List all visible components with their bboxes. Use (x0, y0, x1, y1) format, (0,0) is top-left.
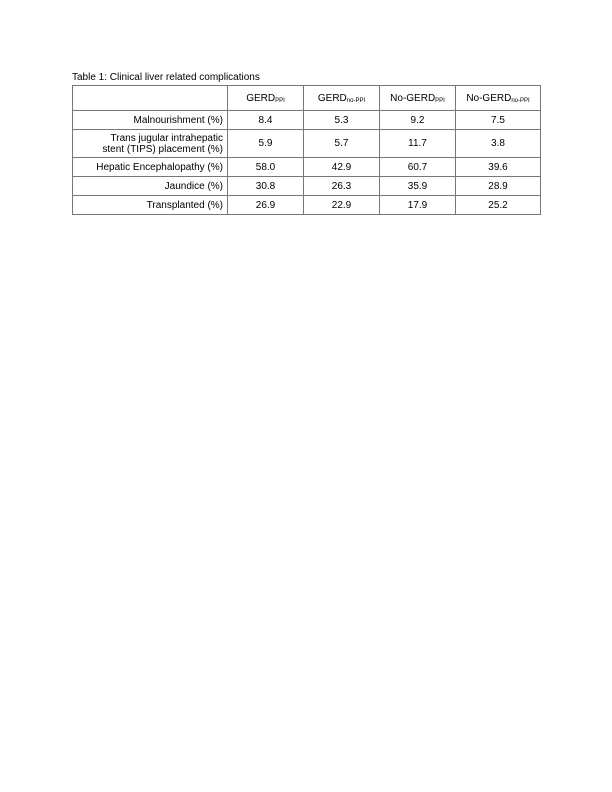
table-cell: 26.9 (227, 195, 304, 215)
col-header: No-GERDno-PPI (455, 85, 541, 111)
table-cell: 42.9 (303, 157, 380, 177)
table-row: Transplanted (%) 26.9 22.9 17.9 25.2 (72, 195, 541, 215)
col-header-sub: no-PPI (511, 97, 530, 104)
table-cell: 39.6 (455, 157, 541, 177)
table-row: Hepatic Encephalopathy (%) 58.0 42.9 60.7 39… (72, 157, 541, 177)
table-cell: 26.3 (303, 176, 380, 196)
header-empty-cell (72, 85, 228, 111)
row-label: Transplanted (%) (72, 195, 228, 215)
table-cell: 7.5 (455, 110, 541, 130)
col-header-base: GERD (317, 92, 347, 104)
table-cell: 17.9 (379, 195, 456, 215)
row-label-line: Malnourishment (%) (133, 114, 223, 126)
table-cell: 5.3 (303, 110, 380, 130)
table-cell: 5.9 (227, 129, 304, 158)
table-cell: 30.8 (227, 176, 304, 196)
row-label-line: Hepatic Encephalopathy (%) (96, 161, 223, 173)
col-header-base: GERD (246, 92, 276, 104)
col-header-base: No-GERD (390, 92, 436, 104)
row-label-line: stent (TIPS) placement (%) (102, 143, 223, 155)
table-cell: 11.7 (379, 129, 456, 158)
row-label: Hepatic Encephalopathy (%) (72, 157, 228, 177)
table-cell: 58.0 (227, 157, 304, 177)
table-cell: 9.2 (379, 110, 456, 130)
col-header-sub: PPI (275, 97, 285, 104)
col-header: GERDno-PPI (303, 85, 380, 111)
table-caption: Table 1: Clinical liver related complica… (72, 72, 260, 83)
table-cell: 5.7 (303, 129, 380, 158)
complications-table: GERDPPI GERDno-PPI No-GERDPPI No-GERDno-… (72, 85, 541, 215)
row-label: Jaundice (%) (72, 176, 228, 196)
row-label: Trans jugular intrahepatic stent (TIPS) p… (72, 129, 228, 158)
row-label-line: Jaundice (%) (164, 180, 223, 192)
table-cell: 35.9 (379, 176, 456, 196)
table-row: Trans jugular intrahepatic stent (TIPS) p… (72, 129, 541, 158)
col-header: GERDPPI (227, 85, 304, 111)
table-cell: 8.4 (227, 110, 304, 130)
col-header-sub: PPI (435, 97, 445, 104)
table-cell: 28.9 (455, 176, 541, 196)
table-cell: 22.9 (303, 195, 380, 215)
col-header: No-GERDPPI (379, 85, 456, 111)
col-header-base: No-GERD (466, 92, 512, 104)
row-label-line: Transplanted (%) (146, 199, 223, 211)
header-row: GERDPPI GERDno-PPI No-GERDPPI No-GERDno-… (72, 85, 541, 111)
table-cell: 60.7 (379, 157, 456, 177)
row-label: Malnourishment (%) (72, 110, 228, 130)
row-label-line: Trans jugular intrahepatic (110, 132, 223, 144)
col-header-sub: no-PPI (346, 97, 366, 104)
table-cell: 3.8 (455, 129, 541, 158)
table-cell: 25.2 (455, 195, 541, 215)
table-row: Malnourishment (%) 8.4 5.3 9.2 7.5 (72, 110, 541, 130)
table-row: Jaundice (%) 30.8 26.3 35.9 28.9 (72, 176, 541, 196)
